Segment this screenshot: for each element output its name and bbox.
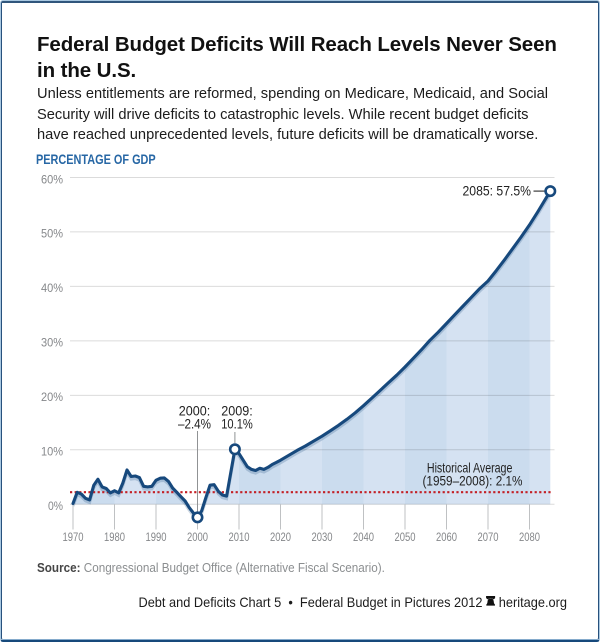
svg-text:20%: 20% [41, 390, 63, 404]
svg-text:2000:: 2000: [179, 403, 211, 419]
svg-text:40%: 40% [41, 281, 63, 295]
svg-text:60%: 60% [41, 172, 63, 186]
svg-text:2030: 2030 [312, 530, 333, 544]
svg-text:2020: 2020 [270, 530, 291, 544]
svg-text:2050: 2050 [395, 530, 416, 544]
svg-text:1970: 1970 [63, 530, 84, 544]
svg-text:2080: 2080 [519, 530, 540, 544]
svg-text:–2.4%: –2.4% [178, 416, 211, 432]
svg-text:50%: 50% [41, 227, 63, 241]
svg-text:30%: 30% [41, 336, 63, 350]
svg-text:2010: 2010 [229, 530, 250, 544]
svg-text:Historical Average: Historical Average [427, 459, 513, 475]
svg-text:10.1%: 10.1% [221, 416, 253, 432]
svg-text:2085: 57.5%: 2085: 57.5% [463, 183, 532, 199]
svg-text:0%: 0% [48, 499, 63, 513]
svg-text:2000: 2000 [187, 530, 208, 544]
svg-text:10%: 10% [41, 445, 63, 459]
svg-text:2060: 2060 [436, 530, 457, 544]
svg-text:1980: 1980 [104, 530, 125, 544]
svg-text:2009:: 2009: [221, 403, 253, 419]
svg-text:2070: 2070 [478, 530, 499, 544]
svg-text:2040: 2040 [353, 530, 374, 544]
svg-text:(1959–2008): 2.1%: (1959–2008): 2.1% [423, 473, 523, 489]
svg-text:1990: 1990 [146, 530, 167, 544]
